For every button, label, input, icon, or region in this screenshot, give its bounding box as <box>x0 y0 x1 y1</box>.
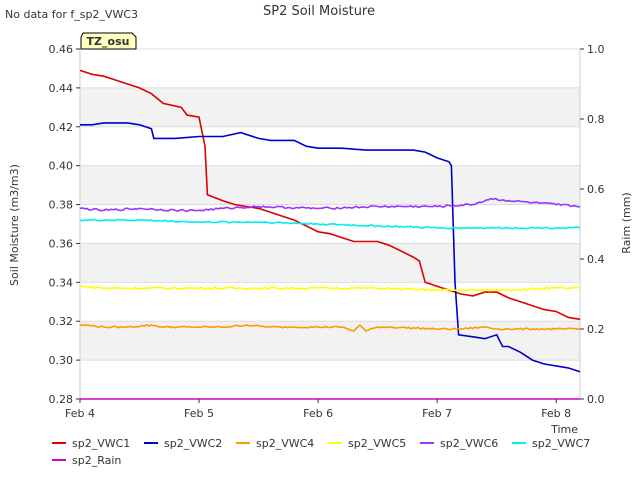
y-tick-label: 0.34 <box>49 276 74 289</box>
y-tick-label: 0.44 <box>49 82 74 95</box>
y2-axis-label: Raim (mm) <box>620 192 633 253</box>
legend: sp2_VWC1 sp2_VWC2 sp2_VWC4 sp2_VWC5 sp2_VWC6… <box>52 437 590 467</box>
legend-label: sp2_VWC4 <box>256 437 314 450</box>
legend-item: sp2_VWC4 <box>236 437 314 450</box>
x-axis-label: Time <box>550 423 578 436</box>
legend-label: sp2_VWC7 <box>532 437 590 450</box>
legend-label: sp2_VWC5 <box>348 437 406 450</box>
legend-label: sp2_VWC2 <box>164 437 222 450</box>
x-tick-label: Feb 8 <box>541 407 571 420</box>
legend-item: sp2_VWC7 <box>512 437 590 450</box>
plot-band <box>80 243 580 283</box>
legend-label: sp2_Rain <box>72 454 121 467</box>
chart-title: SP2 Soil Moisture <box>263 4 375 19</box>
legend-label: sp2_VWC6 <box>440 437 498 450</box>
site-badge: TZ_osu <box>80 32 137 50</box>
series-line-sp2-vwc5 <box>80 285 581 292</box>
y-tick-label: 0.42 <box>49 121 74 134</box>
x-tick-label: Feb 5 <box>184 407 214 420</box>
legend-label: sp2_VWC1 <box>72 437 130 450</box>
y2-tick-label: 0.0 <box>587 393 605 406</box>
y2-tick-label: 0.2 <box>587 323 605 336</box>
axes: 0.28 0.30 0.32 0.34 0.36 0.38 0.40 0.42 0.44 0.46… <box>49 43 605 420</box>
legend-item: sp2_VWC5 <box>328 437 406 450</box>
y2-tick-label: 0.6 <box>587 183 605 196</box>
plot-band <box>80 87 580 127</box>
x-tick-label: Feb 4 <box>65 407 95 420</box>
no-data-note: No data for f_sp2_VWC3 <box>5 8 138 21</box>
x-tick-label: Feb 7 <box>422 407 452 420</box>
y-tick-label: 0.30 <box>49 354 74 367</box>
y-tick-label: 0.38 <box>49 199 74 212</box>
y-tick-label: 0.36 <box>49 237 74 250</box>
series-lines <box>79 69 581 400</box>
y-tick-label: 0.40 <box>49 160 74 173</box>
legend-item: sp2_VWC6 <box>420 437 498 450</box>
legend-item: sp2_Rain <box>52 454 121 467</box>
y-tick-label: 0.32 <box>49 315 74 328</box>
y-tick-label: 0.28 <box>49 393 74 406</box>
series-line-sp2-vwc6 <box>79 197 581 213</box>
series-line-sp2-vwc4 <box>79 323 581 332</box>
y-axis-label: Soil Moisture (m3/m3) <box>8 164 21 286</box>
svg-text:TZ_osu: TZ_osu <box>87 35 130 48</box>
series-line-sp2-vwc2 <box>80 122 581 373</box>
legend-item: sp2_VWC1 <box>52 437 130 450</box>
y-tick-label: 0.46 <box>49 43 74 56</box>
y2-tick-label: 0.4 <box>587 253 605 266</box>
y2-tick-label: 1.0 <box>587 43 605 56</box>
plot-band <box>80 165 580 205</box>
x-tick-label: Feb 6 <box>303 407 333 420</box>
series-line-sp2-vwc1 <box>79 69 581 321</box>
y2-tick-label: 0.8 <box>587 113 605 126</box>
legend-item: sp2_VWC2 <box>144 437 222 450</box>
series-line-sp2-vwc7 <box>79 218 581 230</box>
